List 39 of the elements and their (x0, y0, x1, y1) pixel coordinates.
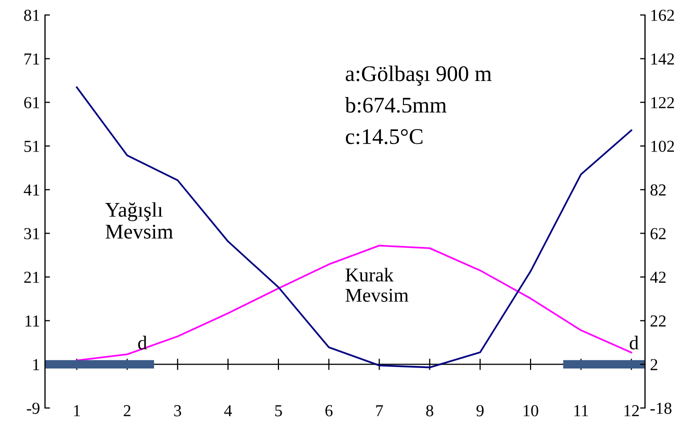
x-tick-label: 2 (124, 405, 130, 416)
y-tick-label: 21 (24, 272, 40, 283)
y2-tick-label: 162 (651, 10, 674, 21)
x-tick-label: 9 (476, 405, 484, 416)
y2-tick-label: 22 (650, 315, 666, 326)
y2-tick-label: 122 (651, 97, 674, 108)
y-tick-label: 61 (24, 97, 40, 108)
y2-tick-label: 142 (651, 53, 674, 64)
annotation: c:14.5°C (346, 129, 422, 144)
y-tick-label: 51 (24, 140, 40, 152)
y2-tick-label: 62 (650, 228, 666, 240)
x-tick-label: 1 (74, 405, 80, 416)
x-tick-label: 3 (174, 405, 182, 416)
x-tick-label: 10 (524, 405, 538, 416)
annotation: Yağışlı Mevsim (105, 202, 173, 239)
y2-tick-label: 102 (651, 140, 674, 152)
y-tick-label: 41 (24, 184, 40, 196)
x-tick-label: 11 (574, 405, 588, 416)
y-tick-label: 71 (24, 53, 40, 64)
x-tick-label: 4 (224, 405, 232, 416)
y-tick-label: 11 (26, 315, 40, 326)
x-tick-label: 6 (325, 405, 333, 416)
y-tick-label: 81 (24, 10, 40, 21)
x-tick-label: 12 (624, 405, 639, 416)
annotation: a:Gölbaşı 900 m (346, 66, 492, 86)
y2-tick-label: 82 (650, 184, 666, 196)
annotation: d (138, 336, 147, 350)
y-tick-label: 1 (33, 359, 40, 370)
y2-tick-label: 42 (650, 272, 666, 283)
y2-tick-label: -18 (650, 402, 672, 414)
y2-tick-label: 2 (650, 359, 658, 370)
annotation: d (630, 336, 639, 350)
x-tick-label: 8 (426, 405, 434, 416)
x-tick-label: 5 (275, 405, 282, 416)
y-tick-label: 31 (24, 228, 40, 240)
y-tick-label: -9 (26, 402, 40, 414)
x-tick-label: 7 (376, 405, 383, 416)
annotation: b:674.5mm (345, 97, 447, 113)
annotation: Kurak Mevsim (346, 268, 408, 302)
